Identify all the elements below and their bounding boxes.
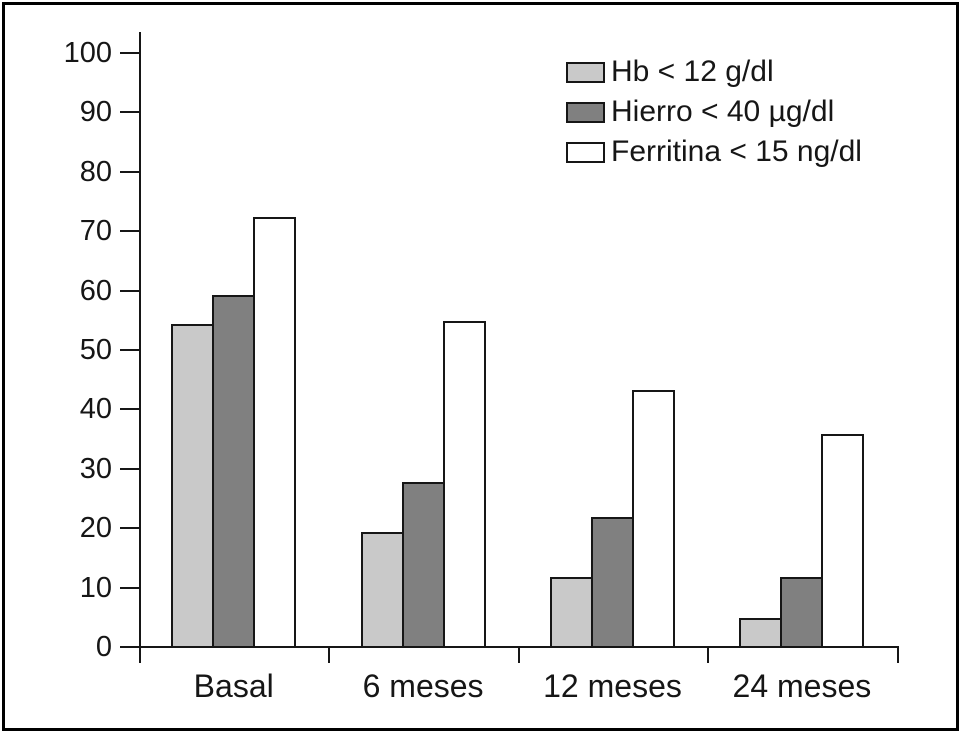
legend-swatch <box>566 61 605 83</box>
x-tick <box>707 648 710 663</box>
bar <box>739 618 783 648</box>
y-tick-label: 90 <box>79 96 112 129</box>
y-tick <box>120 230 139 233</box>
bar <box>401 482 445 648</box>
bar <box>549 577 593 648</box>
x-category-label: 6 meses <box>362 668 484 704</box>
y-tick-label: 30 <box>79 452 112 485</box>
bar <box>212 295 256 648</box>
legend: Hb < 12 g/dl Hierro < 40 µg/dl Ferritina <… <box>566 52 862 172</box>
legend-item: Hierro < 40 µg/dl <box>566 92 862 132</box>
bar <box>780 577 824 648</box>
y-tick-label: 60 <box>79 274 112 307</box>
y-tick <box>120 52 139 54</box>
legend-label: Hb < 12 g/dl <box>611 55 774 88</box>
y-tick <box>120 111 139 114</box>
y-tick <box>120 586 139 589</box>
legend-item: Hb < 12 g/dl <box>566 52 862 92</box>
legend-label: Hierro < 40 µg/dl <box>611 95 835 128</box>
y-tick <box>120 408 139 411</box>
bar-group <box>328 5 517 648</box>
legend-label: Ferritina < 15 ng/dl <box>611 135 862 168</box>
bar-group <box>707 5 896 648</box>
bar <box>253 217 297 648</box>
y-tick-label: 100 <box>63 37 112 69</box>
y-tick <box>120 527 139 530</box>
bar <box>442 321 486 648</box>
x-category-label: 24 meses <box>732 668 872 704</box>
bar-group <box>518 5 707 648</box>
y-tick-label: 20 <box>79 512 112 545</box>
y-axis-line <box>139 32 141 648</box>
bar <box>821 434 865 648</box>
bar <box>171 324 215 648</box>
x-axis-line <box>139 646 899 648</box>
y-tick-label: 10 <box>79 571 112 604</box>
y-tick-label: 0 <box>95 631 112 663</box>
y-tick <box>120 170 139 173</box>
y-tick <box>120 349 139 351</box>
x-tick <box>328 648 331 663</box>
y-tick <box>120 289 139 292</box>
legend-swatch <box>566 141 605 163</box>
x-tick <box>517 648 520 663</box>
y-tick <box>120 646 139 648</box>
bar-group <box>139 5 328 648</box>
y-tick-label: 70 <box>79 215 112 248</box>
bar <box>360 532 404 648</box>
bar <box>590 517 634 648</box>
x-category-label: 12 meses <box>543 668 682 704</box>
legend-item: Ferritina < 15 ng/dl <box>566 132 862 172</box>
y-tick-label: 40 <box>79 393 112 426</box>
x-tick <box>139 648 141 663</box>
legend-swatch <box>566 101 605 123</box>
y-tick-label: 50 <box>79 334 112 366</box>
x-category-label: Basal <box>193 668 274 704</box>
x-tick <box>896 648 899 663</box>
bar <box>631 390 675 648</box>
y-tick-label: 80 <box>79 155 112 188</box>
y-tick <box>120 467 139 470</box>
